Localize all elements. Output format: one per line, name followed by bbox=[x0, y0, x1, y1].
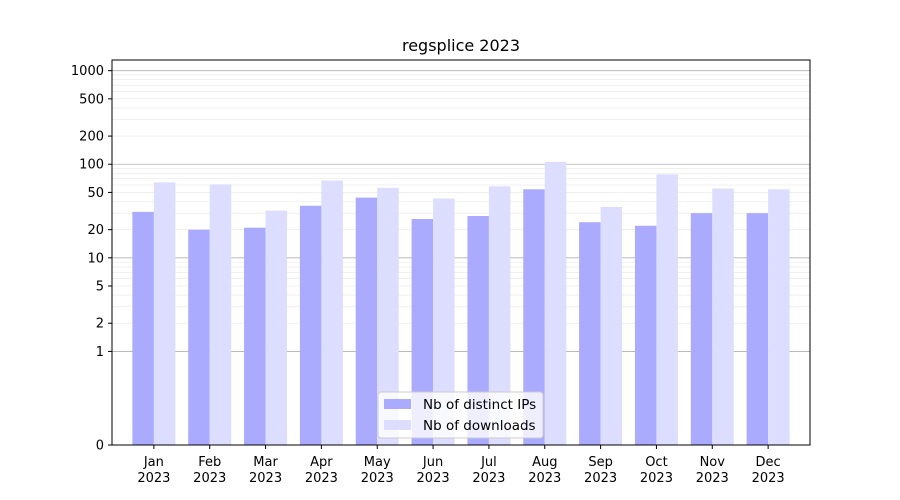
bar-downloads bbox=[321, 180, 343, 446]
bar-distinct-ips bbox=[188, 229, 210, 445]
bar-downloads bbox=[153, 182, 176, 445]
bars bbox=[132, 161, 790, 446]
x-tick-label-year: 2023 bbox=[305, 471, 338, 486]
y-tick-label: 0 bbox=[96, 439, 104, 454]
bar-distinct-ips bbox=[634, 225, 657, 445]
bar-downloads bbox=[265, 210, 288, 445]
y-tick-label: 10 bbox=[87, 251, 104, 266]
bar-downloads bbox=[488, 186, 511, 445]
x-tick-label-month: Sep bbox=[588, 455, 613, 470]
y-tick-label: 1000 bbox=[71, 64, 104, 79]
x-tick-label-year: 2023 bbox=[472, 471, 505, 486]
y-tick-label: 5 bbox=[96, 280, 104, 295]
x-tick-label-month: Apr bbox=[310, 455, 333, 470]
x-tick-label-month: Dec bbox=[756, 455, 781, 470]
bar-distinct-ips bbox=[690, 213, 713, 445]
y-tick-label: 20 bbox=[87, 223, 104, 238]
y-tick-label: 2 bbox=[96, 317, 104, 332]
legend-swatch-downloads bbox=[384, 420, 411, 430]
x-tick-label-year: 2023 bbox=[528, 471, 561, 486]
bar-distinct-ips bbox=[467, 215, 489, 445]
x-tick-label-year: 2023 bbox=[417, 471, 450, 486]
x-tick-label-year: 2023 bbox=[361, 471, 394, 486]
bar-distinct-ips bbox=[579, 222, 601, 445]
bar-downloads bbox=[544, 161, 567, 445]
bar-distinct-ips bbox=[523, 189, 545, 445]
chart-title: regsplice 2023 bbox=[402, 36, 520, 55]
bar-distinct-ips bbox=[746, 213, 769, 445]
y-tick-label: 100 bbox=[79, 158, 104, 173]
bar-downloads bbox=[768, 189, 790, 445]
y-tick-label: 50 bbox=[87, 186, 104, 201]
x-tick-label-month: Jan bbox=[143, 455, 164, 470]
legend-swatch-distinct-ips bbox=[384, 399, 411, 409]
bar-downloads bbox=[209, 184, 232, 445]
y-tick-label: 500 bbox=[79, 92, 104, 107]
x-tick-label-month: May bbox=[364, 455, 391, 470]
bar-downloads bbox=[712, 188, 734, 445]
x-tick-label-month: Aug bbox=[532, 455, 557, 470]
bar-distinct-ips bbox=[355, 197, 378, 445]
bar-downloads bbox=[433, 198, 455, 445]
x-tick-label-month: Jun bbox=[422, 455, 443, 470]
legend: Nb of distinct IPs Nb of downloads bbox=[377, 391, 544, 439]
x-tick-label-year: 2023 bbox=[752, 471, 785, 486]
x-tick-label-year: 2023 bbox=[137, 471, 170, 486]
bar-distinct-ips bbox=[299, 205, 322, 445]
x-tick-label-year: 2023 bbox=[640, 471, 673, 486]
legend-label-distinct-ips: Nb of distinct IPs bbox=[423, 397, 536, 413]
bar-downloads bbox=[600, 206, 623, 445]
bar-distinct-ips bbox=[132, 211, 154, 445]
x-tick-label-year: 2023 bbox=[584, 471, 617, 486]
bar-downloads bbox=[377, 187, 399, 445]
y-tick-label: 200 bbox=[79, 130, 104, 145]
plot-area-frame bbox=[111, 59, 811, 446]
legend-box bbox=[377, 391, 544, 439]
y-tick-label: 1 bbox=[96, 345, 104, 360]
bar-downloads bbox=[656, 174, 678, 445]
legend-label-downloads: Nb of downloads bbox=[423, 418, 536, 434]
x-tick-label-month: Jul bbox=[480, 455, 497, 470]
bar-distinct-ips bbox=[244, 227, 266, 445]
x-tick-label-year: 2023 bbox=[249, 471, 282, 486]
y-axis: 0 1 2 5 10 20 50 100 200 500 1000 bbox=[71, 64, 112, 454]
x-tick-label-month: Oct bbox=[645, 455, 667, 470]
x-tick-label-year: 2023 bbox=[193, 471, 226, 486]
x-tick-label-year: 2023 bbox=[696, 471, 729, 486]
x-tick-label-month: Feb bbox=[198, 455, 221, 470]
bar-distinct-ips bbox=[411, 218, 434, 445]
x-tick-label-month: Mar bbox=[253, 455, 278, 470]
x-axis: Jan2023Feb2023Mar2023Apr2023May2023Jun20… bbox=[137, 445, 785, 486]
x-tick-label-month: Nov bbox=[700, 455, 726, 470]
